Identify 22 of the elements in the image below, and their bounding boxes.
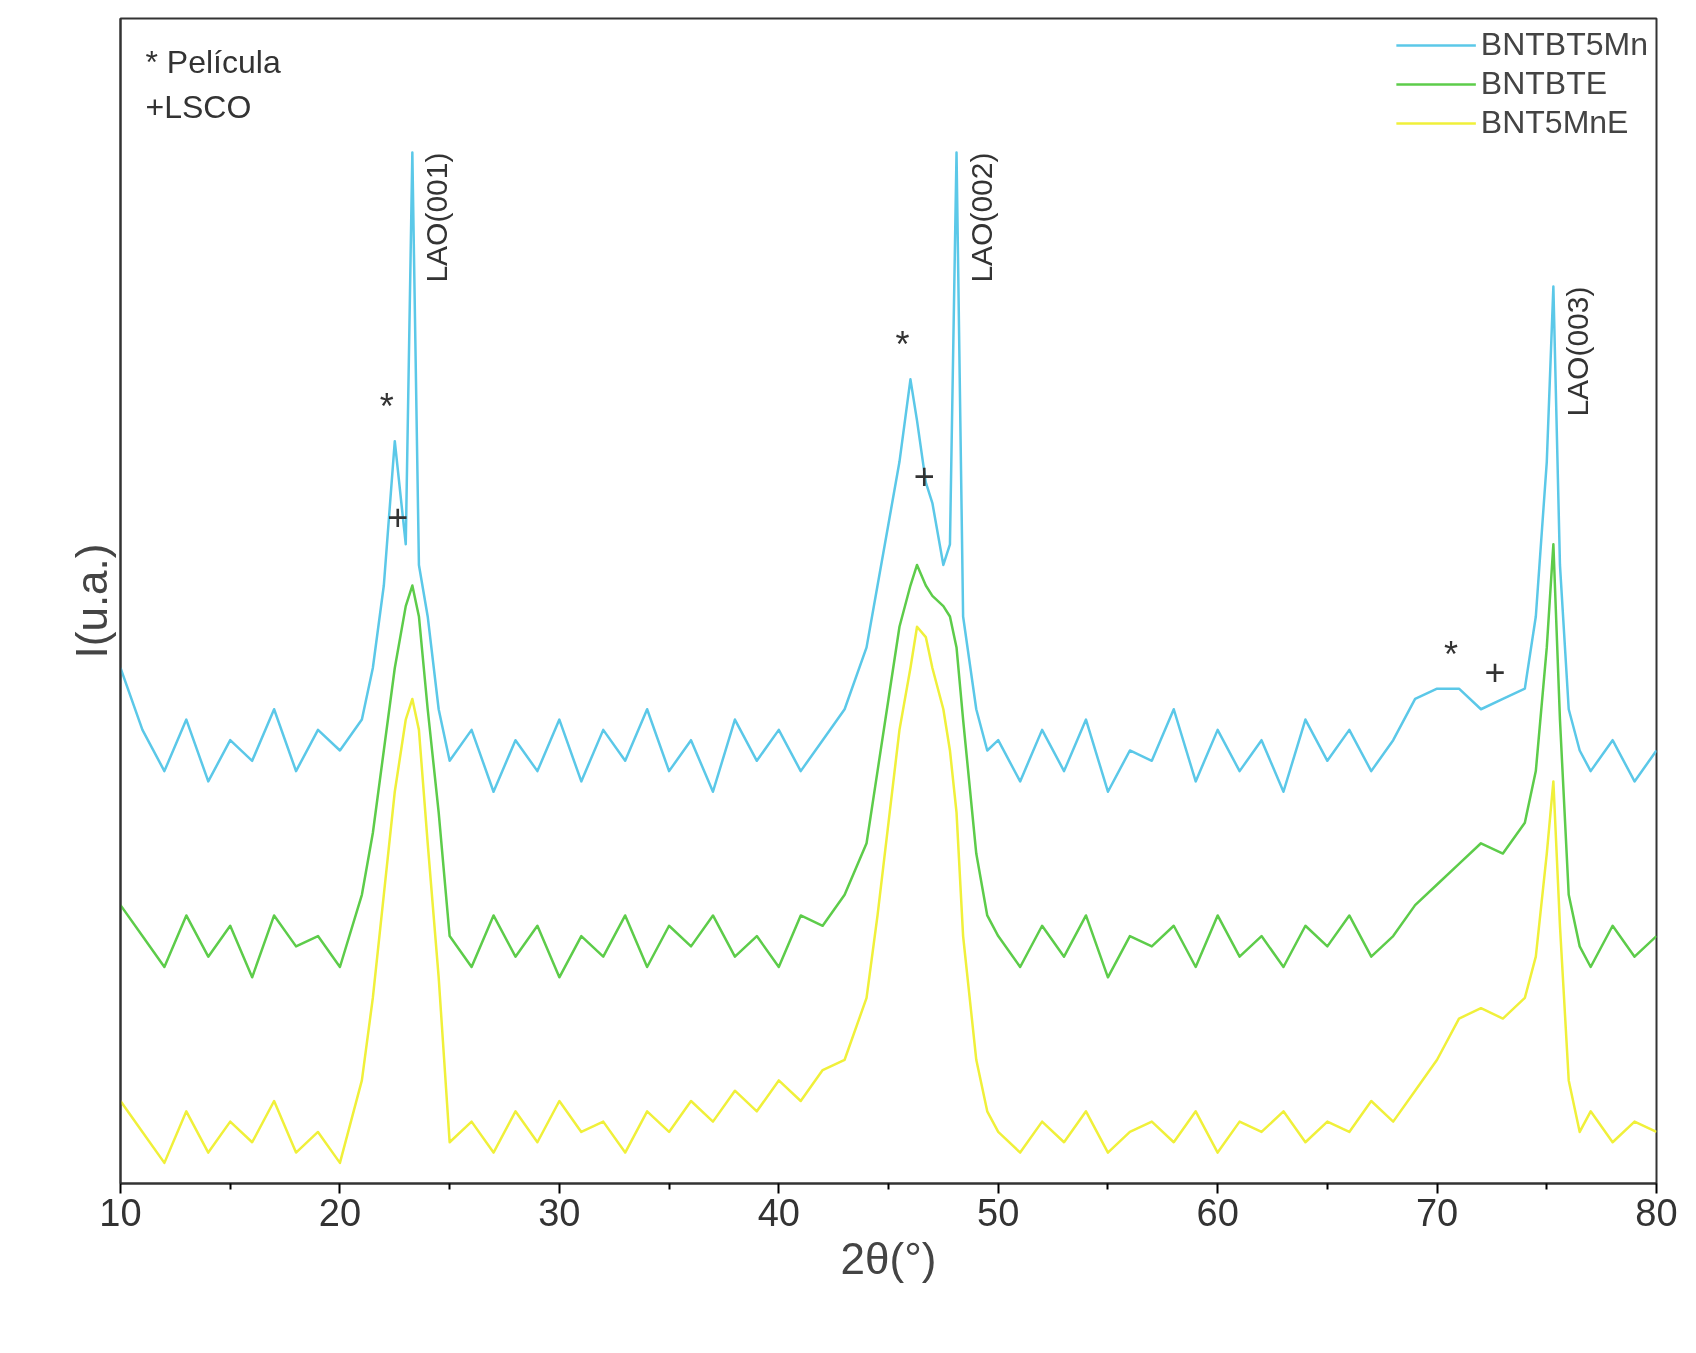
x-tick-label: 50 (977, 1191, 1020, 1234)
legend-label: BNTBT5Mn (1480, 26, 1648, 63)
x-axis-title: 2θ(°) (840, 1233, 937, 1283)
x-tick-label: 60 (1196, 1191, 1239, 1234)
x-tick-label: 10 (99, 1191, 142, 1234)
annotation: LAO(002) (964, 152, 998, 283)
x-tick-label: 80 (1635, 1191, 1678, 1234)
x-tick-label: 30 (538, 1191, 581, 1234)
legend-label: BNT5MnE (1480, 104, 1629, 141)
text: +LSCO (145, 88, 252, 125)
annotation: * (895, 324, 910, 366)
annotation: LAO(001) (420, 152, 454, 283)
annotation: * (379, 386, 394, 428)
annotation: + (1484, 651, 1506, 693)
annotation: * (1444, 633, 1459, 675)
y-axis-title: I(u.a.) (66, 543, 116, 659)
legend-label: BNTBTE (1480, 65, 1608, 102)
x-tick-label: 20 (318, 1191, 362, 1234)
x-tick-label: 70 (1415, 1191, 1459, 1234)
text: * Película (145, 43, 281, 80)
annotation: LAO(003) (1561, 286, 1595, 417)
x-tick-label: 40 (757, 1191, 800, 1234)
